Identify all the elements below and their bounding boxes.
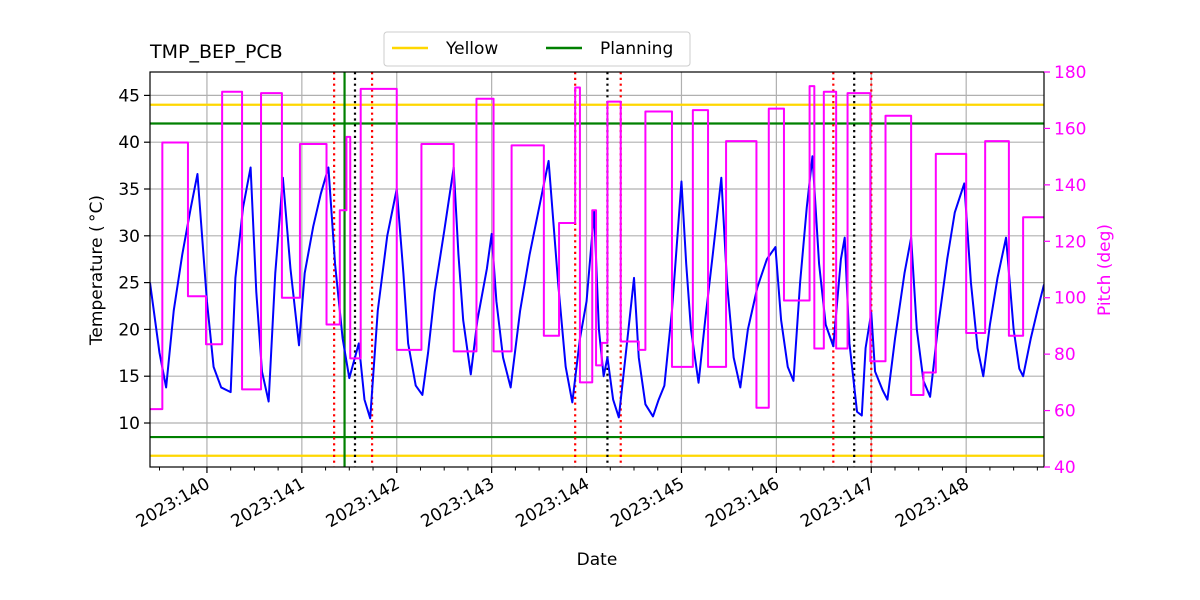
left-y-tick-label: 45 <box>118 86 140 106</box>
left-y-tick-label: 25 <box>118 274 140 294</box>
left-y-tick-label: 15 <box>118 367 140 387</box>
legend-box <box>383 31 691 67</box>
limit-lines <box>150 103 1044 457</box>
right-axis-ticks: 40 60 80 100 120 140 160 180 <box>1044 63 1086 478</box>
left-axis-label: Temperature ( °C) <box>87 195 107 346</box>
x-axis-label: Date <box>577 550 618 570</box>
left-y-tick-label: 10 <box>118 414 140 434</box>
right-y-tick-label: 100 <box>1054 289 1086 309</box>
chart-title: TMP_BEP_PCB <box>149 41 283 63</box>
series-line-temperature <box>150 155 1044 420</box>
right-y-tick-label: 160 <box>1054 119 1086 139</box>
legend: Yellow Planning <box>383 31 691 67</box>
left-axis-ticks: 10 15 20 25 30 35 40 45 <box>118 86 150 434</box>
left-y-tick-label: 40 <box>118 133 140 153</box>
right-y-tick-label: 40 <box>1054 458 1076 478</box>
plot-frame <box>149 71 1045 468</box>
right-y-tick-label: 140 <box>1054 176 1086 196</box>
right-y-tick-label: 80 <box>1054 345 1076 365</box>
right-y-tick-label: 120 <box>1054 232 1086 252</box>
legend-label-yellow: Yellow <box>445 39 498 59</box>
left-y-tick-label: 30 <box>118 227 140 247</box>
left-y-tick-label: 35 <box>118 180 140 200</box>
right-axis-label: Pitch (deg) <box>1095 224 1115 316</box>
series-line-pitch <box>150 85 1044 411</box>
legend-label-planning: Planning <box>600 39 673 59</box>
left-y-tick-label: 20 <box>118 320 140 340</box>
right-y-tick-label: 180 <box>1054 63 1086 83</box>
series <box>150 85 1044 420</box>
right-y-tick-label: 60 <box>1054 402 1076 422</box>
